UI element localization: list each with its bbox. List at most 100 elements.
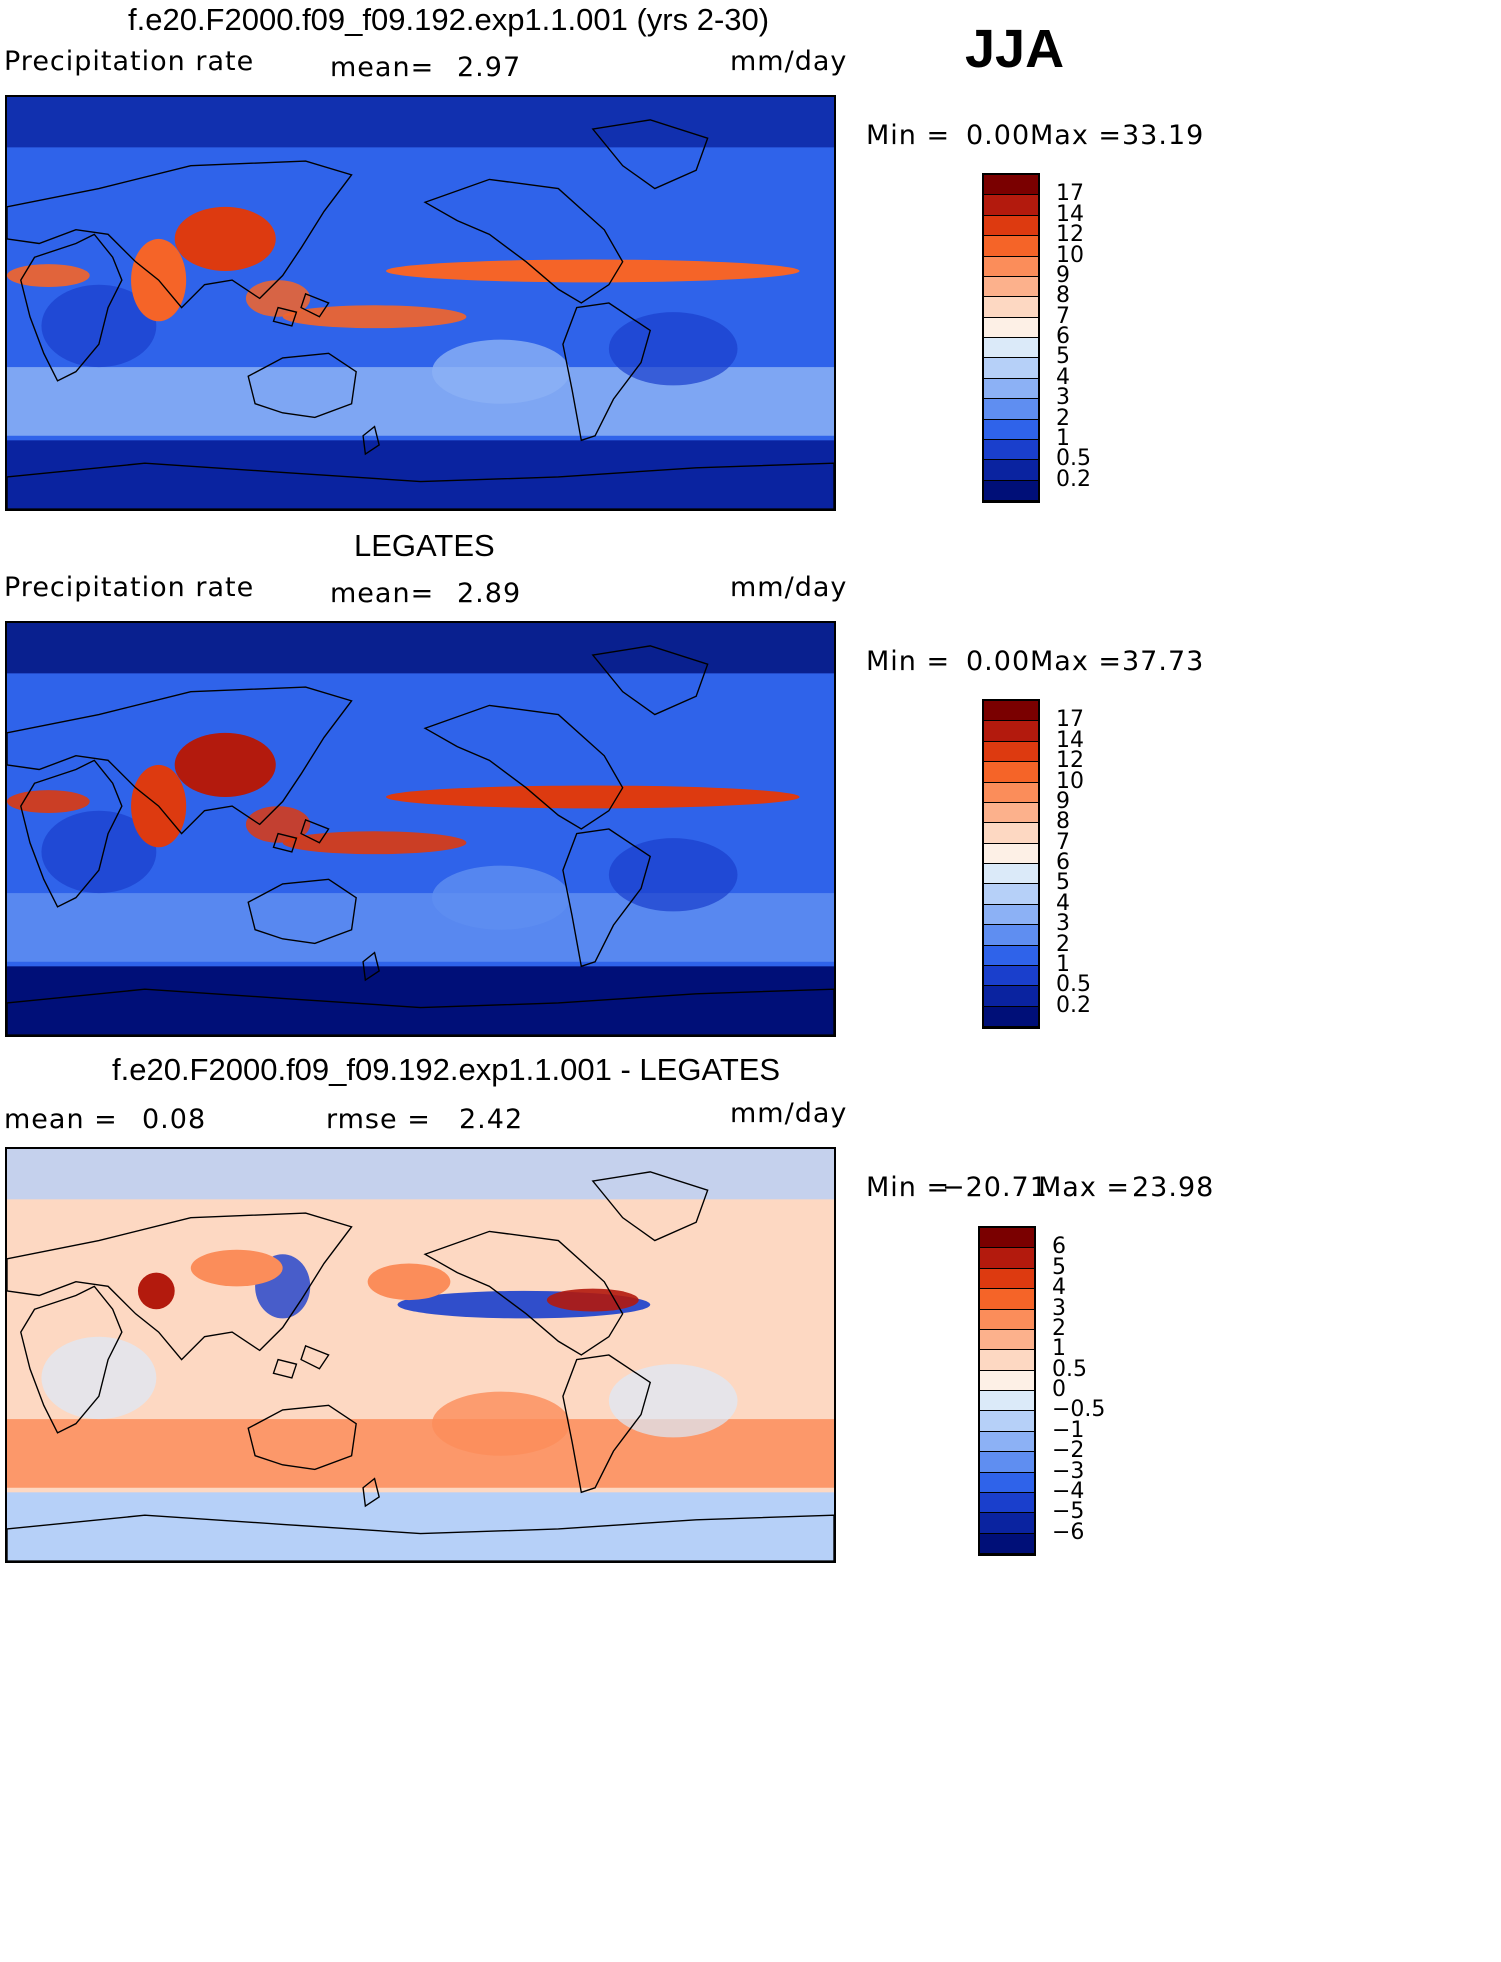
colorbar-tick-label: 6 [1056,850,1070,875]
colorbar-tick-label: −5 [1052,1499,1085,1525]
colorbar: 17 14 12 10 9 8 7 6 5 4 3 2 1 0.5 0.2 [982,699,1091,1029]
colorbar-tick-label: 3 [1052,1295,1066,1321]
colorbar-swatch [984,925,1038,946]
colorbar-tick-label: 7 [1056,303,1070,329]
colorbar-swatch [980,1329,1034,1351]
precip-map-model [5,95,836,511]
map-svg [7,1149,834,1561]
max-label: Max = [1030,120,1123,151]
colorbar-tick-label: 14 [1056,201,1084,227]
colorbar-tick-label: 1 [1052,1336,1066,1362]
colorbar-tick-label: −0.5 [1052,1397,1106,1423]
colorbar-swatch [984,480,1038,501]
max-value: 37.73 [1122,646,1205,677]
colorbar-swatch [984,378,1038,400]
colorbar-swatch [980,1492,1034,1514]
colorbar-tick-label: 9 [1056,262,1070,288]
colorbar-swatch [984,965,1038,987]
colorbar-swatch [984,358,1038,379]
colorbar-swatch [984,317,1038,338]
colorbar-swatch [984,762,1038,783]
colorbar-tick-label: 6 [1056,324,1070,349]
max-value: 23.98 [1132,1172,1215,1203]
colorbar-tick-label: 17 [1056,707,1084,733]
colorbar-swatch [984,721,1038,742]
variable-label: Precipitation rate [4,46,255,77]
colorbar-tick-label: −6 [1052,1519,1085,1545]
colorbar-swatch [984,439,1038,461]
colorbar-tick-label: 0.5 [1056,972,1091,998]
colorbar: 6 5 4 3 2 1 0.5 0 −0.5 −1 −2 −3 −4 −5 −6 [978,1226,1105,1556]
colorbar-tick-label: 4 [1056,890,1070,916]
colorbar-swatch [984,945,1038,966]
colorbar-tick-label: 9 [1056,788,1070,814]
colorbar-tick-label: 6 [1052,1234,1066,1260]
colorbar-swatch [980,1472,1034,1493]
max-value: 33.19 [1122,120,1205,151]
panel-title: f.e20.F2000.f09_f09.192.exp1.1.001 - LEG… [112,1052,781,1087]
colorbar-swatch [984,297,1038,318]
colorbar-tick-label: −1 [1052,1417,1085,1443]
colorbar-swatch [984,823,1038,844]
colorbar-swatch [984,782,1038,803]
colorbar-swatch [984,256,1038,277]
colorbar-swatch [984,904,1038,926]
colorbar-tick-label: 8 [1056,283,1070,309]
colorbar-swatch [984,338,1038,359]
precip-map-obs [5,621,836,1037]
colorbar-tick-label: 0.5 [1056,446,1091,472]
colorbar-tick-label: −4 [1052,1478,1085,1504]
panel-title: LEGATES [354,528,495,563]
colorbar-tick-label: 12 [1056,748,1084,774]
colorbar-swatch [984,215,1038,237]
colorbar-swatch [984,460,1038,481]
min-label: Min = [866,1172,951,1203]
colorbar-swatch [984,419,1038,440]
colorbar-tick-label: −3 [1052,1458,1085,1484]
colorbar-swatch [980,1391,1034,1412]
colorbar-tick-label: 5 [1056,344,1070,370]
colorbar: 17 14 12 10 9 8 7 6 5 4 3 2 1 0.5 0.2 [982,173,1091,503]
colorbar-tick-label: 12 [1056,222,1084,248]
colorbar-swatch [980,1268,1034,1290]
min-value: −20.71 [942,1172,1048,1203]
min-value: 0.00 [966,646,1031,677]
colorbar-tick-label: 4 [1056,364,1070,390]
colorbar-swatch [980,1289,1034,1310]
map-svg [7,97,834,509]
colorbar-swatch [980,1370,1034,1391]
colorbar-tick-label: 2 [1056,931,1070,957]
colorbar-swatch [980,1248,1034,1269]
colorbar-tick-label: 2 [1056,405,1070,431]
min-value: 0.00 [966,120,1031,151]
colorbar-swatch [984,741,1038,763]
mean-label: mean= [330,578,435,609]
mean-value: 2.97 [457,52,522,83]
colorbar-swatch [980,1452,1034,1473]
colorbar-tick-label: 0.5 [1052,1356,1087,1382]
mean-label: mean= [330,52,435,83]
units-label: mm/day [730,1098,848,1129]
colorbar-swatch [984,175,1038,196]
rmse-value: 2.42 [459,1104,524,1135]
map-svg [7,623,834,1035]
max-label: Max = [1030,646,1123,677]
colorbar-swatch [984,1006,1038,1027]
colorbar-tick-label: 5 [1056,870,1070,896]
min-label: Min = [866,120,951,151]
colorbar-swatch [984,195,1038,216]
colorbar-swatch [984,802,1038,824]
colorbar-swatch [980,1431,1034,1453]
colorbar-tick-label: 4 [1052,1275,1066,1301]
colorbar-tick-label: 0.2 [1056,466,1091,492]
colorbar-swatch [984,884,1038,905]
colorbar-swatch [980,1350,1034,1371]
max-label: Max = [1038,1172,1131,1203]
colorbar-swatch [980,1228,1034,1249]
variable-label: Precipitation rate [4,572,255,603]
colorbar-tick-label: 17 [1056,181,1084,207]
colorbar-swatch [980,1411,1034,1432]
colorbar-tick-label: 0.2 [1056,992,1091,1018]
precip-map-diff [5,1147,836,1563]
diff-mean-value: 0.08 [142,1104,207,1135]
